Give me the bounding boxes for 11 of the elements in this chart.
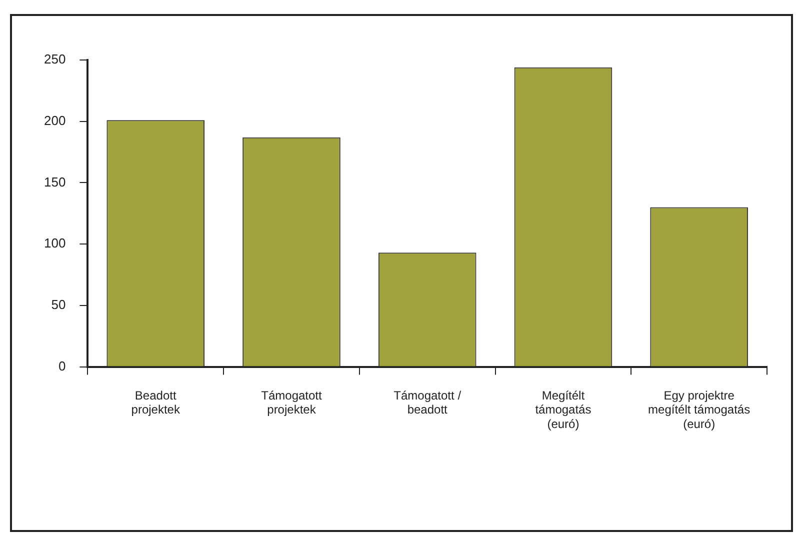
y-tick-label: 100 bbox=[44, 236, 66, 251]
y-tick-label: 250 bbox=[44, 52, 66, 67]
x-tick-label: Megítélt támogatás (euró) bbox=[535, 388, 592, 432]
y-tick-label: 150 bbox=[44, 174, 66, 190]
y-tick-label: 50 bbox=[51, 297, 66, 312]
y-tick-label: 0 bbox=[58, 358, 66, 374]
x-tick-label: Támogatott / beadott bbox=[394, 388, 462, 417]
x-tick-label: Támogatott projektek bbox=[261, 388, 322, 417]
y-tick-label: 200 bbox=[44, 112, 66, 128]
x-tick-label: Beadott projektek bbox=[131, 388, 181, 417]
x-tick-label: Egy projektre megítélt támogatás (euró) bbox=[648, 388, 750, 432]
